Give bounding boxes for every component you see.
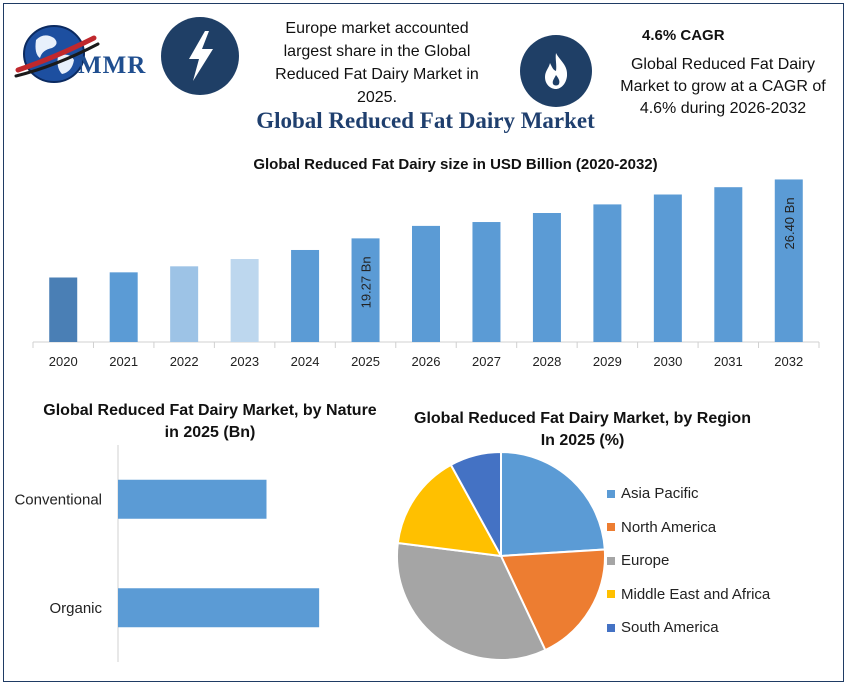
bar-conventional [118, 479, 267, 519]
x-tick-label: 2028 [532, 354, 561, 369]
legend-label: South America [621, 619, 719, 637]
x-tick-label: 2025 [351, 354, 380, 369]
mmr-logo [14, 18, 154, 88]
x-tick-label: 2027 [472, 354, 501, 369]
x-tick-label: 2026 [412, 354, 441, 369]
bar-2031 [714, 187, 743, 342]
legend-swatch [607, 590, 615, 599]
bar-2030 [653, 194, 682, 342]
legend-item: South America [607, 611, 770, 645]
bar-2025 [351, 238, 380, 342]
bar-2024 [291, 249, 320, 342]
flame-icon [520, 35, 592, 107]
x-tick-label: 2031 [714, 354, 743, 369]
legend-item: Asia Pacific [607, 477, 770, 511]
pie-slice-asia-pacific [500, 450, 606, 558]
legend-swatch [607, 623, 615, 632]
legend-item: Middle East and Africa [607, 578, 770, 612]
y-tick-label: Organic [49, 600, 102, 617]
y-tick-label: Conventional [14, 491, 102, 508]
cagr-title: 4.6% CAGR [642, 27, 725, 44]
cagr-fact-text: Global Reduced Fat Dairy Market to grow … [620, 56, 826, 117]
bar-2021 [109, 272, 138, 342]
x-tick-label: 2020 [49, 354, 78, 369]
bar-data-label: 26.40 Bn [782, 197, 797, 249]
logo-text: MMR [78, 52, 147, 79]
pie-slice-south-america [449, 450, 502, 557]
x-tick-label: 2024 [291, 354, 320, 369]
legend-swatch [607, 523, 615, 532]
x-tick-label: 2021 [109, 354, 138, 369]
legend-label: Asia Pacific [621, 485, 699, 503]
lightning-bolt-icon [161, 17, 239, 95]
outer-frame [3, 3, 844, 682]
globe-icon [14, 25, 100, 83]
region-chart-title: Global Reduced Fat Dairy Market, by Regi… [414, 410, 751, 449]
pie-slice-europe [396, 541, 547, 661]
bar-2027 [472, 222, 501, 342]
pie-slice-north-america [499, 548, 606, 652]
region-fact-text: Europe market accounted largest share in… [275, 20, 479, 106]
legend-label: Europe [621, 552, 670, 570]
x-tick-label: 2022 [170, 354, 199, 369]
bar-2028 [532, 213, 561, 342]
bar-chart-title: Global Reduced Fat Dairy size in USD Bil… [253, 156, 658, 173]
x-tick-label: 2032 [774, 354, 803, 369]
bar-2022 [170, 266, 199, 342]
x-tick-label: 2030 [653, 354, 682, 369]
nature-chart-title: Global Reduced Fat Dairy Market, by Natu… [43, 402, 377, 441]
pie-legend: Asia Pacific North America Europe Middle Ea… [607, 477, 770, 645]
legend-item: Europe [607, 544, 770, 578]
legend-label: North America [621, 518, 717, 536]
bar-2020 [49, 277, 78, 342]
pie-slice-middle-east-and-africa [396, 463, 503, 558]
legend-item: North America [607, 511, 770, 545]
page-title: Global Reduced Fat Dairy Market [256, 108, 595, 133]
legend-label: Middle East and Africa [621, 585, 771, 603]
x-tick-label: 2029 [593, 354, 622, 369]
legend-swatch [607, 556, 615, 565]
bar-2026 [412, 225, 440, 342]
x-tick-label: 2023 [230, 354, 259, 369]
bar-organic [118, 588, 320, 628]
bar-data-label: 19.27 Bn [359, 256, 374, 308]
bar-2029 [593, 204, 622, 342]
bar-2023 [230, 259, 259, 342]
legend-swatch [607, 489, 615, 498]
bar-2032 [774, 179, 803, 342]
